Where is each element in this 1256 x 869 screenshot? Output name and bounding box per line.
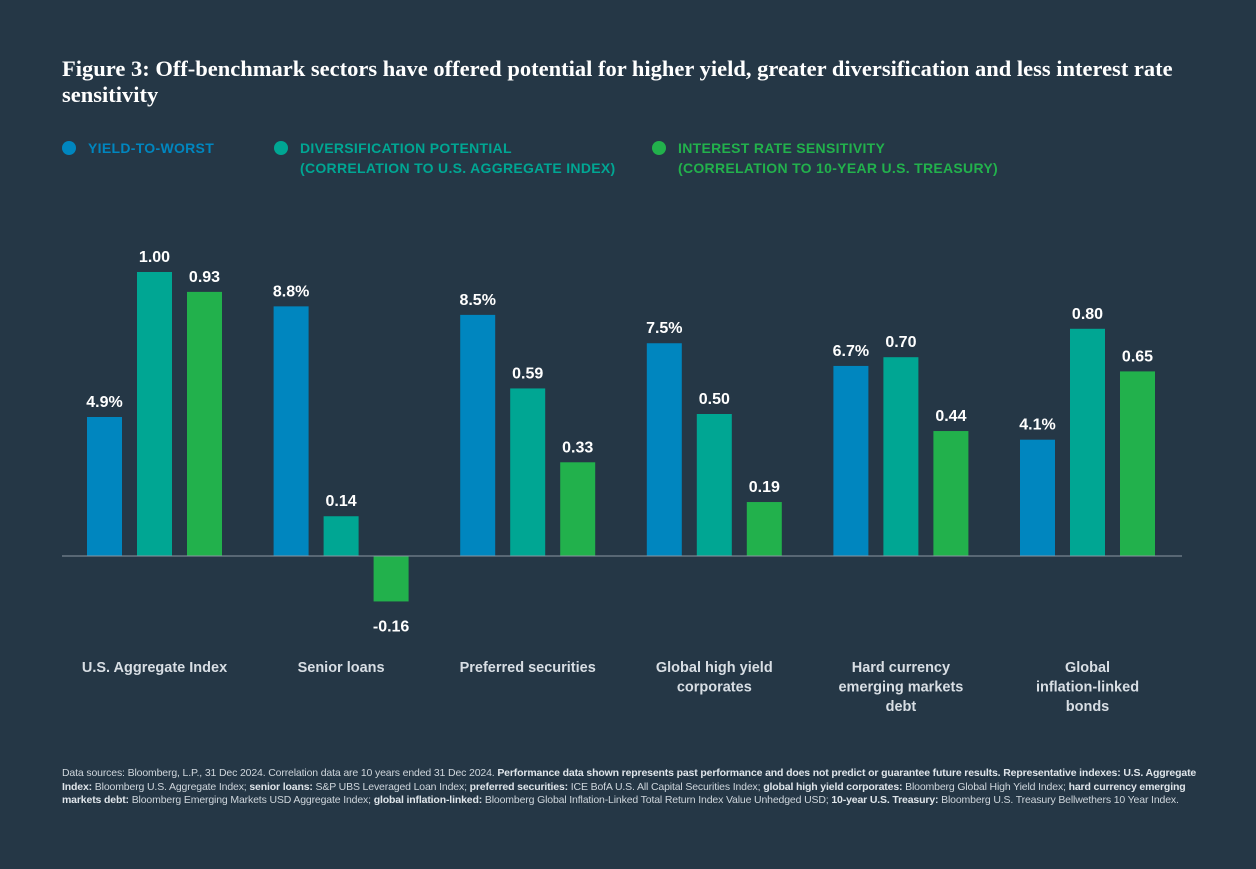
source-segment: S&P UBS Leveraged Loan Index; bbox=[315, 780, 470, 793]
source-segment: Performance data shown represents past p… bbox=[62, 767, 1197, 793]
data-label-global-high-yield-corporates-series-1: 0.50 bbox=[699, 391, 730, 408]
bar-global-high-yield-corporates-series-1 bbox=[696, 414, 732, 556]
source-segment: senior loans: bbox=[249, 780, 316, 793]
data-label-global-high-yield-corporates-series-0: 7.5% bbox=[646, 320, 682, 337]
data-label-global-inflation-linked-bonds-series-1: 0.80 bbox=[1072, 306, 1103, 323]
source-segment: Bloomberg U.S. Aggregate Index; bbox=[94, 780, 250, 793]
data-label-global-inflation-linked-bonds-series-0: 4.1% bbox=[1019, 417, 1055, 434]
category-label-global-high-yield-corporates: Global high yield corporates bbox=[656, 660, 773, 696]
bar-global-high-yield-corporates-series-0 bbox=[646, 343, 682, 556]
bar-senior-loans-series-0 bbox=[273, 306, 309, 556]
source-segment: global high yield corporates: bbox=[763, 780, 906, 793]
data-label-hard-currency-emerging-markets-debt-series-2: 0.44 bbox=[935, 408, 966, 425]
legend-rate-sensitivity-label: INTEREST RATE SENSITIVITY (CORRELATION T… bbox=[678, 140, 998, 176]
data-label-hard-currency-emerging-markets-debt-series-1: 0.70 bbox=[885, 334, 916, 351]
bar-u-s-aggregate-index-series-1 bbox=[137, 272, 172, 556]
data-label-u-s-aggregate-index-series-2: 0.93 bbox=[189, 269, 220, 286]
data-label-preferred-securities-series-2: 0.33 bbox=[562, 439, 593, 456]
bar-u-s-aggregate-index-series-2 bbox=[187, 291, 222, 556]
bar-hard-currency-emerging-markets-debt-series-1 bbox=[883, 357, 919, 556]
bar-global-inflation-linked-bonds-series-2 bbox=[1120, 371, 1155, 556]
legend-yield-label: YIELD-TO-WORST bbox=[88, 140, 215, 156]
data-label-global-high-yield-corporates-series-2: 0.19 bbox=[749, 479, 780, 496]
source-segment: Data sources: Bloomberg, L.P., 31 Dec 20… bbox=[62, 767, 498, 779]
data-label-hard-currency-emerging-markets-debt-series-0: 6.7% bbox=[833, 343, 869, 360]
bar-global-inflation-linked-bonds-series-1 bbox=[1070, 328, 1105, 556]
legend-diversification-swatch-icon bbox=[274, 141, 288, 155]
bar-global-inflation-linked-bonds-series-0 bbox=[1020, 439, 1055, 556]
bar-preferred-securities-series-0 bbox=[460, 314, 496, 556]
bar-preferred-securities-series-2 bbox=[560, 462, 596, 556]
bar-senior-loans-series-2 bbox=[373, 556, 409, 602]
category-label-hard-currency-emerging-markets-debt: Hard currency emerging markets debt bbox=[838, 660, 963, 715]
data-label-u-s-aggregate-index-series-0: 4.9% bbox=[86, 394, 122, 411]
data-label-preferred-securities-series-1: 0.59 bbox=[512, 365, 543, 382]
source-segment: Bloomberg Emerging Markets USD Aggregate… bbox=[131, 794, 374, 806]
source-segment: global inflation-linked: bbox=[373, 794, 485, 806]
source-segment: ICE BofA U.S. All Capital Securities Ind… bbox=[570, 780, 764, 793]
category-label-global-inflation-linked-bonds: Global inflation-linked bonds bbox=[1036, 660, 1139, 715]
category-label-senior-loans: Senior loans bbox=[298, 660, 385, 676]
data-label-global-inflation-linked-bonds-series-2: 0.65 bbox=[1122, 348, 1153, 365]
category-label-preferred-securities: Preferred securities bbox=[460, 660, 596, 676]
category-label-u-s-aggregate-index: U.S. Aggregate Index bbox=[82, 660, 227, 676]
source-segment: hard currency emerging markets debt: bbox=[62, 780, 1186, 807]
source-segment: Bloomberg U.S. Treasury Bellwethers 10 Y… bbox=[941, 794, 1179, 806]
bar-hard-currency-emerging-markets-debt-series-0 bbox=[833, 365, 869, 556]
legend-rate-sensitivity-swatch-icon bbox=[652, 141, 666, 155]
legend-diversification-label: DIVERSIFICATION POTENTIAL (CORRELATION T… bbox=[300, 140, 616, 176]
bar-u-s-aggregate-index-series-0 bbox=[87, 417, 122, 556]
data-label-senior-loans-series-0: 8.8% bbox=[273, 283, 309, 300]
source-segment: 10-year U.S. Treasury: bbox=[831, 794, 942, 806]
bar-hard-currency-emerging-markets-debt-series-2 bbox=[933, 431, 969, 556]
source-note: Data sources: Bloomberg, L.P., 31 Dec 20… bbox=[62, 767, 1202, 808]
chart-title: Figure 3: Off-benchmark sectors have off… bbox=[62, 56, 1173, 107]
bar-senior-loans-series-1 bbox=[323, 516, 359, 556]
source-segment: preferred securities: bbox=[469, 780, 571, 793]
data-label-u-s-aggregate-index-series-1: 1.00 bbox=[139, 249, 170, 266]
source-segment: Bloomberg Global Inflation-Linked Total … bbox=[484, 794, 832, 806]
data-label-senior-loans-series-2: -0.16 bbox=[373, 618, 410, 635]
bar-global-high-yield-corporates-series-2 bbox=[746, 502, 782, 556]
legend-yield-swatch-icon bbox=[62, 141, 76, 155]
data-label-senior-loans-series-1: 0.14 bbox=[326, 493, 357, 510]
bar-preferred-securities-series-1 bbox=[510, 388, 546, 556]
data-label-preferred-securities-series-0: 8.5% bbox=[459, 292, 495, 309]
source-segment: Bloomberg Global High Yield Index; bbox=[905, 780, 1069, 793]
bar-chart: 4.9% 1.00 0.93 U.S. Aggregate Index 8.8% 0.14… bbox=[62, 249, 1182, 715]
